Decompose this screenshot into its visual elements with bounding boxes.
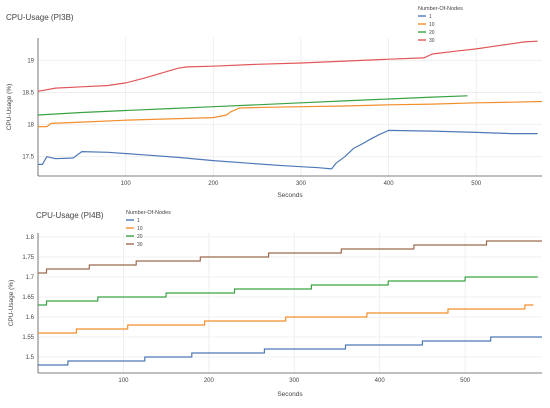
y-tick-label: 19	[27, 58, 34, 64]
legend-label: 30	[429, 38, 435, 44]
series-line-30	[37, 40, 538, 92]
x-tick-label: 500	[471, 181, 482, 187]
y-tick-label: 17.5	[22, 155, 34, 161]
x-tick-label: 500	[460, 378, 471, 384]
y-tick-label: 18	[27, 123, 34, 129]
chart-2: CPU-Usage (PI4B) 100 200 300 400 500 1.5 1.55 1.…	[8, 210, 542, 398]
y-tick-label: 1.7	[26, 275, 35, 281]
x-axis-label: Seconds	[277, 192, 303, 199]
y-tick-label: 1.75	[22, 255, 34, 261]
legend-label: 1	[137, 218, 140, 224]
series-line-30	[38, 240, 542, 274]
x-tick-label: 400	[384, 181, 395, 187]
chart-title: CPU-Usage (PI4B)	[36, 211, 104, 220]
legend-label: 10	[137, 226, 143, 232]
chart-title: CPU-Usage (PI3B)	[6, 13, 74, 22]
y-axis-label: CPU-Usage (%)	[8, 280, 15, 327]
series-line-1	[38, 336, 542, 366]
series-line-1	[38, 129, 538, 170]
legend-label: 1	[429, 14, 432, 20]
x-tick-label: 200	[208, 181, 219, 187]
x-tick-label: 100	[118, 378, 129, 384]
y-tick-label: 18.5	[22, 91, 34, 97]
y-tick-label: 1.65	[22, 295, 34, 301]
y-axis-label: CPU-Usage (%)	[6, 84, 13, 131]
series-line-20	[38, 276, 538, 306]
x-tick-label: 100	[121, 181, 132, 187]
y-tick-label: 1.6	[26, 315, 35, 321]
x-tick-label: 200	[204, 378, 215, 384]
series-line-10	[38, 100, 543, 128]
legend: Number-Of-Nodes 1 10 20 30	[126, 210, 171, 248]
legend: Number-Of-Nodes 1 10 20 30	[418, 6, 463, 44]
chart-1: CPU-Usage (PI3B) 100 200 300 400 500 17.5 18 18.…	[6, 6, 543, 199]
x-tick-label: 300	[296, 181, 307, 187]
y-tick-label: 1.55	[22, 335, 34, 341]
x-axis-label: Seconds	[277, 391, 303, 398]
y-tick-label: 1.8	[26, 235, 35, 241]
y-tick-label: 1.5	[26, 355, 35, 361]
legend-title: Number-Of-Nodes	[126, 210, 171, 216]
series-line-20	[37, 95, 468, 116]
legend-label: 20	[137, 234, 143, 240]
x-tick-label: 300	[289, 378, 300, 384]
legend-label: 20	[429, 30, 435, 36]
x-tick-label: 400	[375, 378, 386, 384]
legend-label: 10	[429, 22, 435, 28]
series-line-10	[38, 304, 534, 334]
legend-label: 30	[137, 242, 143, 248]
legend-title: Number-Of-Nodes	[418, 6, 463, 12]
